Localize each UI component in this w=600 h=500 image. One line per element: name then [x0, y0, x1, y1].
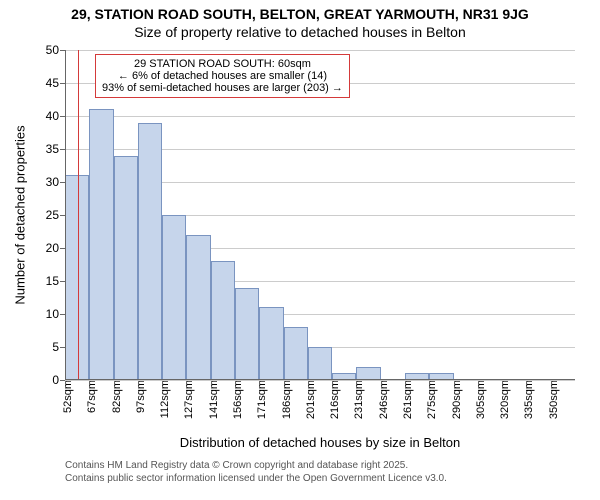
x-tick-label: 275sqm: [420, 380, 438, 419]
x-tick-label: 320sqm: [493, 380, 511, 419]
x-tick-label: 201sqm: [299, 380, 317, 419]
histogram-bar: [114, 156, 138, 380]
plot-area: 0510152025303540455052sqm67sqm82sqm97sqm…: [65, 50, 575, 380]
footer-line1: Contains HM Land Registry data © Crown c…: [65, 460, 447, 473]
x-tick-label: 141sqm: [202, 380, 220, 419]
x-tick-label: 305sqm: [469, 380, 487, 419]
histogram-bar: [138, 123, 162, 380]
x-tick-label: 350sqm: [542, 380, 560, 419]
histogram-bar: [211, 261, 235, 380]
x-tick-label: 112sqm: [153, 380, 171, 418]
annotation-box: 29 STATION ROAD SOUTH: 60sqm← 6% of deta…: [95, 54, 350, 98]
x-tick-label: 290sqm: [445, 380, 463, 419]
x-tick-label: 261sqm: [396, 380, 414, 419]
histogram-bar: [259, 307, 283, 380]
histogram-bar: [308, 347, 332, 380]
histogram-bar: [186, 235, 210, 380]
x-tick-label: 171sqm: [250, 380, 268, 419]
x-tick-label: 156sqm: [226, 380, 244, 419]
gridline: [65, 116, 575, 117]
histogram-bar: [284, 327, 308, 380]
histogram-bar: [235, 288, 259, 380]
gridline: [65, 50, 575, 51]
attribution-footer: Contains HM Land Registry data © Crown c…: [65, 460, 447, 485]
y-axis-label: Number of detached properties: [13, 125, 28, 304]
x-tick-label: 335sqm: [517, 380, 535, 419]
histogram-bar: [89, 109, 113, 380]
histogram-bar: [162, 215, 186, 380]
x-tick-label: 216sqm: [323, 380, 341, 419]
x-tick-label: 127sqm: [177, 380, 195, 419]
gridline: [65, 380, 575, 381]
x-axis-label: Distribution of detached houses by size …: [180, 435, 460, 450]
chart-title-line2: Size of property relative to detached ho…: [0, 24, 600, 40]
x-tick-label: 186sqm: [275, 380, 293, 419]
marker-line: [78, 50, 79, 380]
annotation-line1: 29 STATION ROAD SOUTH: 60sqm: [102, 58, 343, 70]
x-tick-label: 246sqm: [372, 380, 390, 419]
annotation-line3: 93% of semi-detached houses are larger (…: [102, 82, 343, 94]
annotation-line2: ← 6% of detached houses are smaller (14): [102, 70, 343, 82]
y-axis-line: [65, 50, 66, 380]
x-tick-label: 231sqm: [347, 380, 365, 419]
footer-line2: Contains public sector information licen…: [65, 473, 447, 486]
chart-title-line1: 29, STATION ROAD SOUTH, BELTON, GREAT YA…: [0, 6, 600, 22]
chart-container: 29, STATION ROAD SOUTH, BELTON, GREAT YA…: [0, 0, 600, 500]
x-axis-line: [65, 379, 575, 380]
